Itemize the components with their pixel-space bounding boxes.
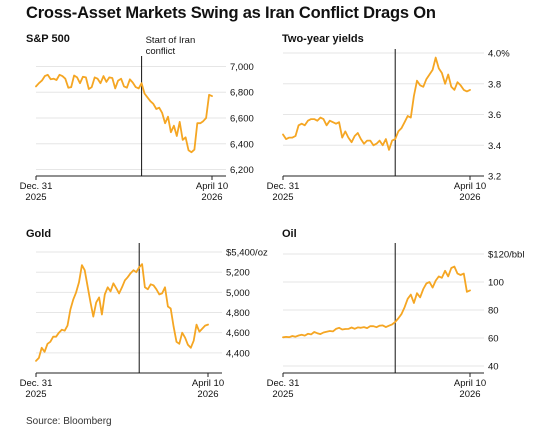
- yields-ytick-label: 3.8: [488, 79, 501, 90]
- panel-title-oil: Oil: [282, 228, 297, 240]
- gold-ytick-label: 5,200: [226, 268, 250, 279]
- sp500-annotation: conflict: [146, 46, 176, 57]
- gold-xtick-label: April 10: [192, 378, 224, 389]
- sp500-xtick-label: Dec. 31: [20, 181, 53, 192]
- gold-xtick-label: Dec. 31: [20, 378, 53, 389]
- sp500-ytick-label: 6,200: [230, 165, 254, 176]
- sp500-ytick-label: 7,000: [230, 62, 254, 73]
- gold-ytick-label: 5,000: [226, 288, 250, 299]
- yields-ytick-label: 4.0%: [488, 49, 510, 60]
- panel-title-yields: Two-year yields: [282, 33, 364, 45]
- oil-xtick-label: Dec. 31: [267, 378, 300, 389]
- gold-xtick-label: 2025: [25, 389, 46, 400]
- sp500-ytick-label: 6,600: [230, 114, 254, 125]
- oil-xtick-label: April 10: [454, 378, 486, 389]
- gold-ytick-label: 4,800: [226, 308, 250, 319]
- yields-xtick-label: 2026: [459, 192, 480, 203]
- gold-ytick-label: 4,600: [226, 328, 250, 339]
- sp500-ytick-label: 6,800: [230, 88, 254, 99]
- gold-xtick-label: 2026: [197, 389, 218, 400]
- yields-ytick-label: 3.2: [488, 172, 501, 183]
- gold-ytick-label: 4,400: [226, 348, 250, 359]
- yields-xtick-label: April 10: [454, 181, 486, 192]
- gold-ytick-label: $5,400/oz: [226, 248, 268, 259]
- sp500-xtick-label: 2026: [201, 192, 222, 203]
- sp500-series-line: [35, 73, 213, 154]
- source-note: Source: Bloomberg: [26, 416, 112, 427]
- sp500-xtick-label: 2025: [25, 192, 46, 203]
- oil-ytick-label: $120/bbl: [488, 250, 524, 261]
- yields-ytick-label: 3.6: [488, 110, 501, 121]
- sp500-xtick-label: April 10: [196, 181, 228, 192]
- panel-title-gold: Gold: [26, 228, 52, 240]
- gold-series-line: [35, 263, 209, 362]
- yields-ytick-label: 3.4: [488, 141, 501, 152]
- gold-chart: 4,400 4,600 4,800 5,000 5,200 $5,400/oz Dec. 3…: [20, 243, 268, 400]
- oil-xtick-label: 2026: [459, 389, 480, 400]
- sp500-annotation: Start of Iran: [146, 35, 196, 46]
- yields-xtick-label: Dec. 31: [267, 181, 300, 192]
- oil-ytick-label: 100: [488, 278, 504, 289]
- chart-title: Cross-Asset Markets Swing as Iran Confli…: [26, 4, 436, 22]
- oil-ytick-label: 40: [488, 362, 499, 373]
- oil-series-line: [282, 265, 471, 339]
- yields-xtick-label: 2025: [272, 192, 293, 203]
- oil-xtick-label: 2025: [272, 389, 293, 400]
- panel-title-sp500: S&P 500: [26, 33, 70, 45]
- sp500-ytick-label: 6,400: [230, 139, 254, 150]
- oil-ytick-label: 80: [488, 306, 499, 317]
- oil-ytick-label: 60: [488, 334, 499, 345]
- yields-series-line: [282, 56, 471, 151]
